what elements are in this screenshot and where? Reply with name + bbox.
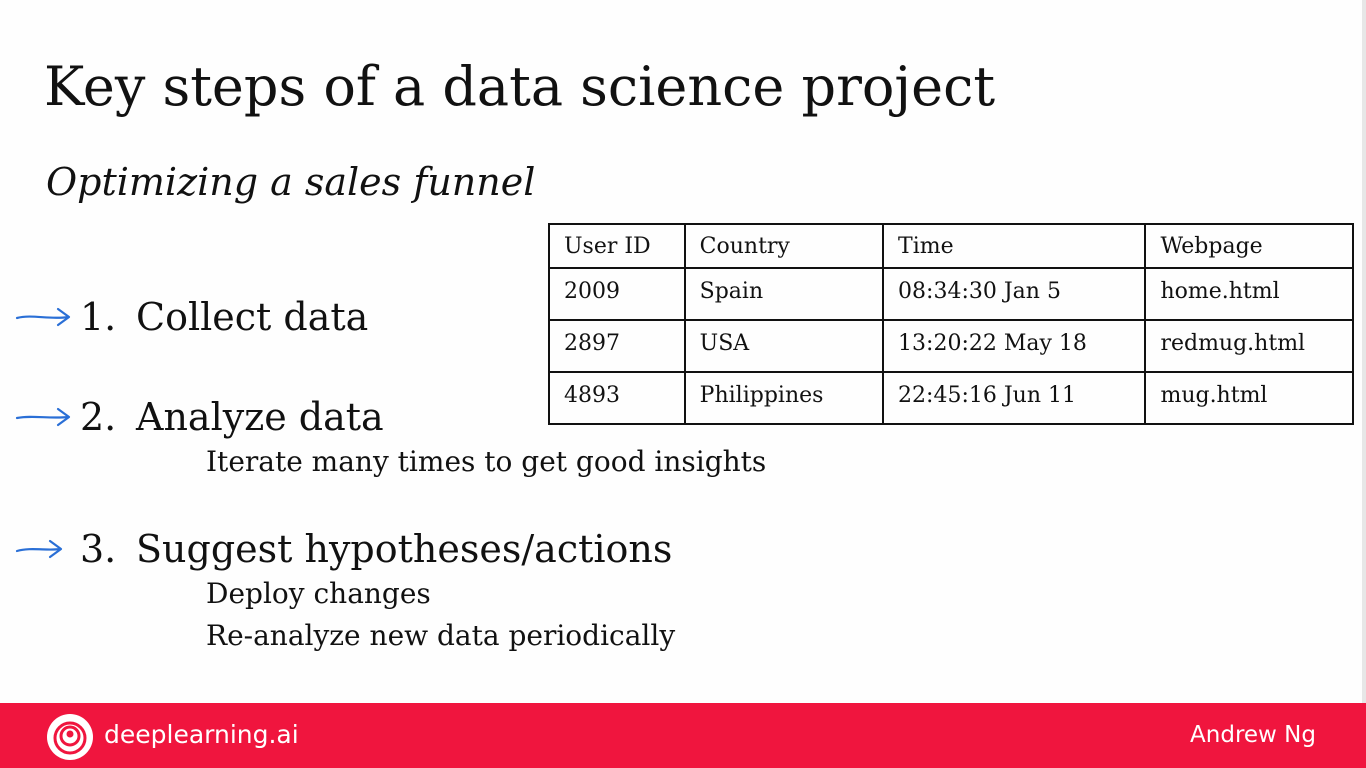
step-3-detail-1: Deploy changes [206, 577, 431, 610]
cell-user-id: 2009 [548, 267, 686, 321]
cell-country: Philippines [683, 371, 885, 425]
cell-time: 08:34:30 Jan 5 [882, 267, 1147, 321]
cell-webpage: mug.html [1144, 371, 1354, 425]
arrow-right-icon [15, 407, 71, 427]
column-header-user-id: User ID [548, 223, 686, 269]
column-header-time: Time [882, 223, 1147, 269]
step-3-detail-2: Re-analyze new data periodically [206, 619, 676, 652]
step-label: Collect data [136, 295, 369, 339]
cell-country: USA [683, 319, 885, 373]
slide-title: Key steps of a data science project [44, 55, 996, 118]
step-2-detail: Iterate many times to get good insights [206, 445, 767, 478]
step-number: 2. [80, 395, 117, 439]
cell-time: 13:20:22 May 18 [882, 319, 1147, 373]
cell-webpage: redmug.html [1144, 319, 1354, 373]
step-1: 1. Collect data [14, 292, 368, 342]
brand-name: deeplearning.ai [104, 720, 299, 749]
cell-country: Spain [683, 267, 885, 321]
table-row: 2897 USA 13:20:22 May 18 redmug.html [548, 319, 1354, 373]
table-row: 4893 Philippines 22:45:16 Jun 11 mug.htm… [548, 371, 1354, 425]
step-3: 3. Suggest hypotheses/actions [14, 524, 672, 574]
slide-edge [1362, 0, 1366, 703]
deeplearning-logo-icon [47, 714, 93, 760]
slide-subtitle: Optimizing a sales funnel [46, 160, 536, 204]
cell-webpage: home.html [1144, 267, 1354, 321]
column-header-country: Country [683, 223, 885, 269]
step-number: 3. [80, 527, 117, 571]
step-number: 1. [80, 295, 117, 339]
step-label: Analyze data [136, 395, 384, 439]
arrow-right-icon [15, 307, 71, 327]
step-2: 2. Analyze data [14, 392, 384, 442]
step-label: Suggest hypotheses/actions [136, 527, 673, 571]
table-header-row: User ID Country Time Webpage [548, 223, 1354, 269]
user-data-table: User ID Country Time Webpage 2009 Spain … [548, 223, 1354, 425]
cell-time: 22:45:16 Jun 11 [882, 371, 1147, 425]
arrow-right-icon [15, 539, 63, 559]
cell-user-id: 4893 [548, 371, 686, 425]
table-row: 2009 Spain 08:34:30 Jan 5 home.html [548, 267, 1354, 321]
column-header-webpage: Webpage [1144, 223, 1354, 269]
footer-bar: deeplearning.ai Andrew Ng [0, 703, 1366, 768]
author-name: Andrew Ng [1190, 722, 1316, 748]
cell-user-id: 2897 [548, 319, 686, 373]
